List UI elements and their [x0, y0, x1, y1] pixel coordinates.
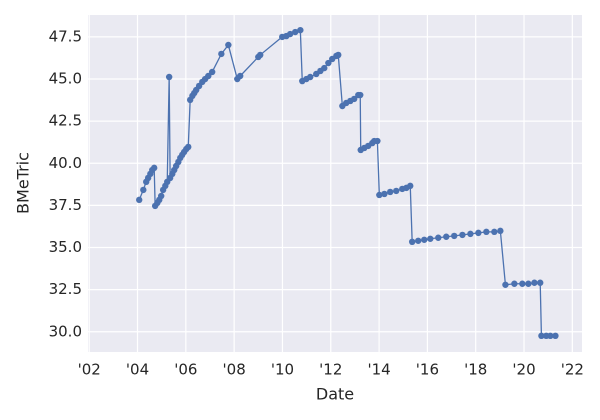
data-point [157, 192, 165, 200]
plot-area [88, 15, 582, 352]
x-tick-label: '04 [126, 361, 149, 379]
x-tick-label: '06 [174, 361, 197, 379]
x-tick-label: '20 [512, 361, 535, 379]
x-tick-label: '02 [78, 361, 101, 379]
x-tick-label: '16 [416, 361, 439, 379]
y-tick-label: 45.0 [49, 70, 82, 88]
data-point [386, 188, 394, 196]
data-point [519, 280, 526, 287]
marks [136, 26, 559, 340]
data-point [208, 68, 216, 76]
data-point [357, 91, 364, 99]
data-point [407, 182, 414, 190]
data-point [459, 231, 466, 239]
data-point [376, 191, 383, 199]
data-point [374, 137, 381, 145]
data-point [408, 238, 416, 246]
data-point [467, 230, 474, 238]
data-point [415, 237, 422, 244]
data-point [537, 279, 544, 286]
data-point [257, 51, 264, 59]
data-point [381, 190, 388, 198]
data-point [497, 227, 504, 235]
x-tick-label: '10 [271, 361, 294, 379]
data-point [393, 187, 400, 195]
data-point [435, 234, 442, 241]
data-point [140, 186, 147, 194]
data-point [297, 26, 304, 34]
data-point [475, 229, 482, 237]
grid [88, 15, 582, 352]
data-point [150, 164, 158, 172]
data-point [325, 59, 332, 67]
y-tick-label: 30.0 [49, 322, 82, 340]
data-point [547, 332, 554, 340]
data-point [292, 28, 299, 36]
data-point [335, 51, 342, 59]
data-point [538, 332, 545, 340]
data-point [218, 50, 225, 58]
data-point [427, 235, 434, 242]
data-point [165, 73, 173, 81]
y-tick-label: 32.5 [49, 280, 82, 298]
data-point [443, 233, 450, 240]
data-point [531, 279, 538, 286]
data-point [236, 72, 244, 80]
data-point [483, 228, 490, 236]
data-point [185, 143, 192, 151]
data-point [321, 64, 328, 72]
x-axis-label: Date [316, 385, 354, 404]
data-point [307, 73, 314, 81]
data-point [502, 281, 509, 288]
data-point [552, 332, 559, 340]
data-point [451, 232, 458, 240]
y-tick-label: 47.5 [49, 27, 82, 45]
data-point [525, 280, 532, 287]
y-tick-label: 37.5 [49, 196, 82, 214]
data-point [205, 72, 212, 80]
x-tick-label: '12 [319, 361, 342, 379]
data-point [225, 41, 232, 49]
data-point [491, 228, 498, 236]
data-point [136, 196, 143, 204]
data-point [286, 30, 294, 38]
data-point [511, 280, 518, 287]
y-tick-label: 40.0 [49, 154, 82, 172]
y-tick-label: 35.0 [49, 238, 82, 256]
x-tick-label: '18 [464, 361, 487, 379]
y-axis-label: BMeTric [14, 152, 33, 214]
x-tick-label: '08 [223, 361, 246, 379]
data-point [421, 236, 428, 243]
x-tick-label: '14 [367, 361, 390, 379]
y-tick-label: 42.5 [49, 112, 82, 130]
x-tick-label: '22 [561, 361, 584, 379]
data-point [351, 95, 358, 103]
